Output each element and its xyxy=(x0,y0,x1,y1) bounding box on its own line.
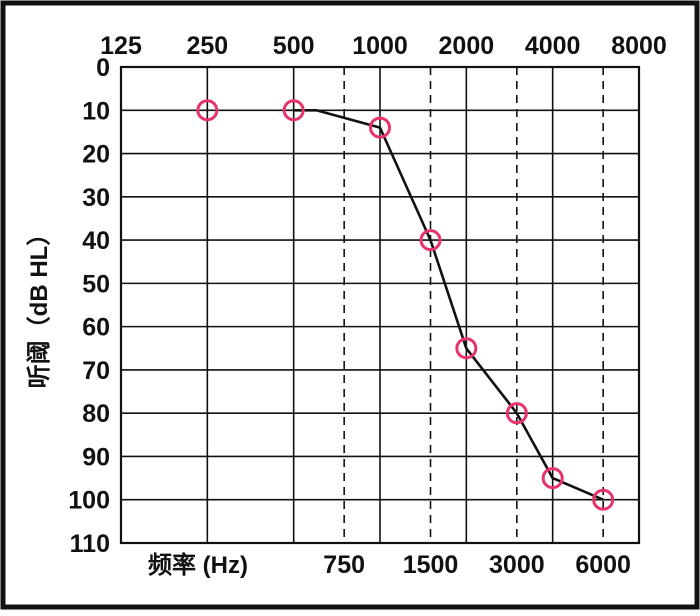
y-tick-label-70: 70 xyxy=(82,357,110,385)
y-tick-label-20: 20 xyxy=(82,141,110,169)
y-tick-label-60: 60 xyxy=(82,314,110,342)
data-point-500hz xyxy=(282,99,305,122)
top-tick-label-500: 500 xyxy=(273,32,315,60)
data-point-3000hz xyxy=(505,402,528,425)
data-point-6000hz xyxy=(592,488,615,511)
top-tick-label-2000: 2000 xyxy=(439,32,495,60)
top-tick-label-4000: 4000 xyxy=(525,32,581,60)
y-axis-label: 听阈（dB HL） xyxy=(25,222,53,389)
y-tick-label-110: 110 xyxy=(70,530,110,558)
y-tick-label-80: 80 xyxy=(82,400,110,428)
bottom-tick-label-750: 750 xyxy=(323,551,365,579)
top-tick-label-8000: 8000 xyxy=(611,32,667,60)
top-tick-label-125: 125 xyxy=(100,32,142,60)
bottom-tick-label-1500: 1500 xyxy=(403,551,459,579)
data-point-2000hz xyxy=(455,337,478,360)
data-point-4000hz xyxy=(541,467,564,490)
x-axis-label: 频率 (Hz) xyxy=(148,551,248,579)
bottom-tick-label-3000: 3000 xyxy=(489,551,545,579)
data-point-1500hz xyxy=(419,229,442,252)
y-tick-label-10: 10 xyxy=(82,97,110,125)
y-tick-label-40: 40 xyxy=(82,227,110,255)
bottom-tick-label-6000: 6000 xyxy=(575,551,631,579)
top-tick-label-1000: 1000 xyxy=(352,32,408,60)
data-point-250hz xyxy=(196,99,219,122)
y-tick-label-50: 50 xyxy=(82,270,110,298)
y-tick-label-0: 0 xyxy=(96,54,110,82)
series-line xyxy=(293,109,604,501)
y-tick-label-90: 90 xyxy=(82,443,110,471)
top-tick-label-250: 250 xyxy=(186,32,228,60)
data-point-1000hz xyxy=(369,116,391,139)
y-tick-label-100: 100 xyxy=(68,487,110,515)
plot-border xyxy=(119,65,641,545)
y-tick-label-30: 30 xyxy=(82,184,110,212)
